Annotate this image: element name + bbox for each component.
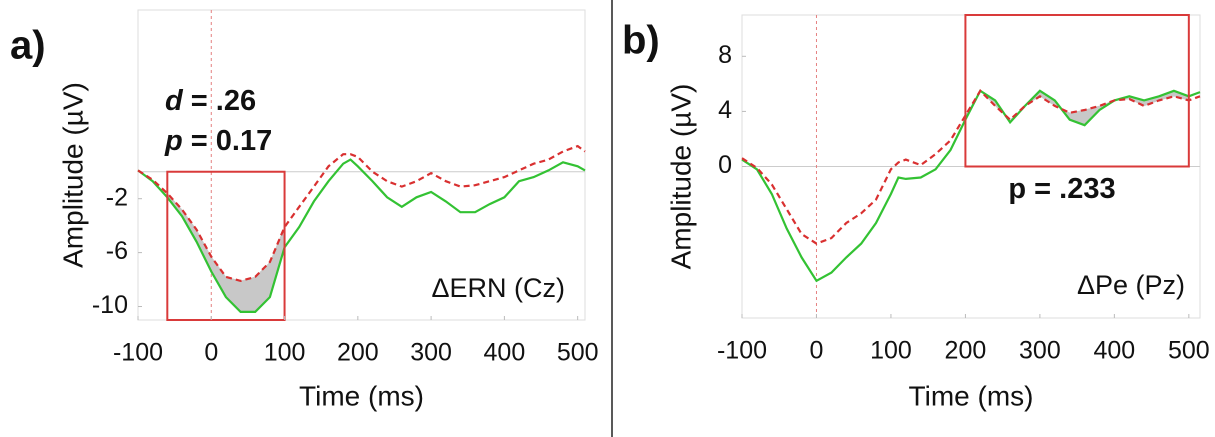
series-line [741, 89, 1201, 245]
x-tick-label: 300 [410, 339, 452, 367]
stat-annotation: p = 0.17 [164, 125, 272, 157]
difference-shading [240, 276, 256, 313]
x-axis-label: Time (ms) [909, 380, 1034, 411]
stat-symbol: p [164, 125, 183, 157]
x-tick-label: 500 [557, 339, 599, 367]
y-tick-label: -2 [106, 183, 128, 211]
x-tick-label: 200 [945, 337, 987, 365]
region-label: ΔPe (Pz) [1077, 270, 1185, 300]
x-tick-label: 400 [484, 339, 526, 367]
x-tick-label: 0 [204, 339, 218, 367]
x-tick-label: 300 [1019, 337, 1061, 365]
analysis-window [964, 14, 1190, 168]
x-axis-label: Time (ms) [299, 380, 424, 411]
region-label: ΔERN (Cz) [431, 273, 565, 303]
difference-shading [225, 276, 241, 313]
x-tick-label: -100 [717, 337, 767, 365]
stat-annotation: d = .26 [165, 85, 256, 117]
x-tick-label: 500 [1168, 337, 1210, 365]
analysis-window [166, 170, 286, 321]
y-axis-label: Amplitude (µV) [665, 84, 696, 270]
y-axis-label: Amplitude (µV) [57, 82, 88, 268]
y-tick-label: 4 [718, 96, 732, 124]
y-tick-label: -6 [106, 237, 128, 265]
plot-frame [137, 9, 586, 321]
x-tick-label: 100 [264, 339, 306, 367]
y-tick-label: 8 [718, 41, 732, 69]
x-tick-label: 400 [1093, 337, 1135, 365]
series-line [137, 144, 586, 283]
stat-text: p = .233 [1008, 173, 1115, 205]
stat-text: = .26 [191, 85, 256, 117]
panel-label: b) [622, 19, 660, 63]
x-tick-label: 0 [810, 337, 824, 365]
panel-label: a) [10, 24, 46, 68]
series-line [741, 89, 1201, 283]
stat-annotation: p = .233 [1008, 173, 1115, 205]
x-tick-label: -100 [113, 339, 163, 367]
y-tick-label: 0 [718, 151, 732, 179]
y-tick-label: -10 [92, 291, 128, 319]
series-line [137, 158, 586, 313]
stat-symbol: d [165, 85, 184, 117]
stat-text: = 0.17 [191, 125, 272, 157]
x-tick-label: 100 [870, 337, 912, 365]
x-tick-label: 200 [337, 339, 379, 367]
